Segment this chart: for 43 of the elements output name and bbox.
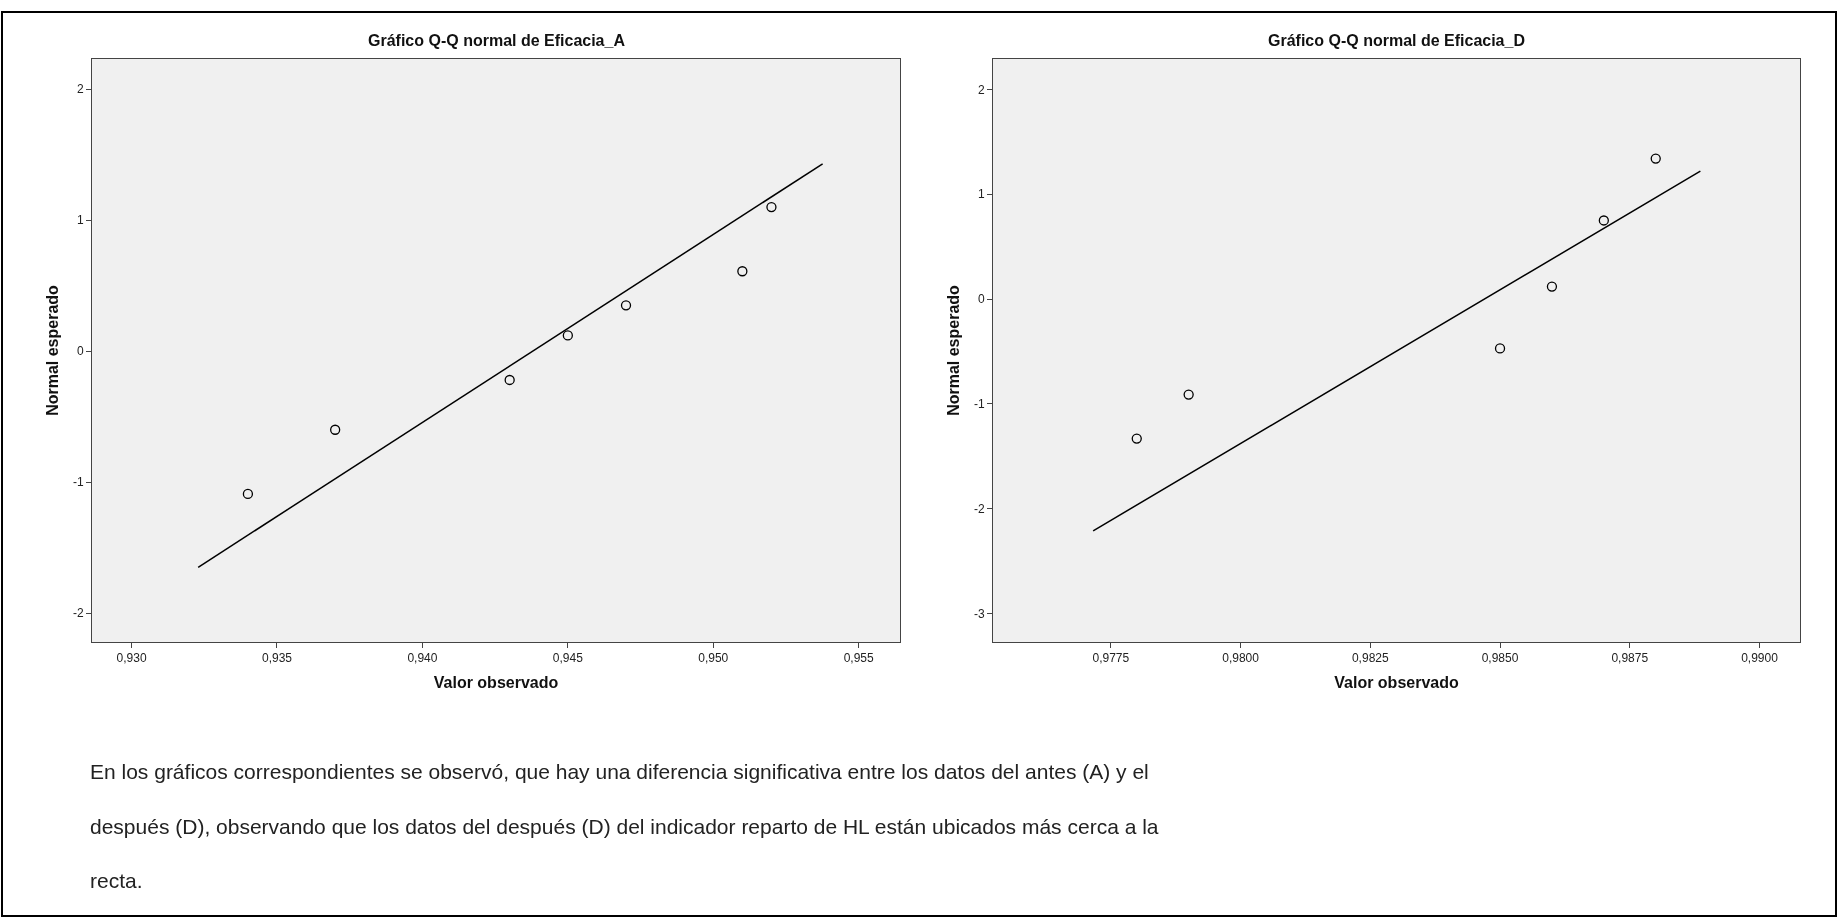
text: En los gráficos correspondientes se observó, que hay una diferencia significativa entre los datos del antes (A) y el después (D), observando que los datos del después (D) del indicador reparto de HL están ubicados más cerca a la recta. [90, 760, 1159, 893]
y-axis-title: Normal esperado [944, 284, 962, 416]
y-tick-label: 1 [977, 187, 985, 202]
x-tick-label: 0,935 [261, 651, 293, 666]
x-axis-title: Valor observado [433, 674, 559, 692]
point [504, 374, 515, 386]
point [1598, 215, 1609, 226]
x-tick-label: 0,9875 [1611, 651, 1649, 666]
y-tick-label: -3 [973, 606, 985, 621]
chart-title: Gráfico Q-Q normal de Eficacia_A [368, 32, 626, 49]
x-tick-label: 0,9850 [1481, 651, 1519, 666]
y-tick-label: 0 [76, 344, 84, 359]
y-tick-label: 2 [76, 82, 84, 97]
point [1131, 433, 1142, 444]
y-tick-label: -1 [973, 397, 985, 412]
x-tick-label: 0,945 [552, 651, 584, 666]
point [330, 424, 341, 435]
y-tick-label: 0 [977, 292, 985, 307]
y-tick-label: -2 [72, 606, 84, 621]
x-tick-label: 0,9825 [1351, 651, 1389, 666]
y-tick-label: 2 [977, 82, 985, 97]
point [1650, 153, 1661, 164]
y-tick-label: 1 [76, 213, 84, 228]
x-tick-label: 0,940 [407, 651, 438, 666]
x-tick-label: 0,9800 [1222, 651, 1260, 666]
x-tick-label: 0,930 [116, 651, 147, 666]
chart-title: Gráfico Q-Q normal de Eficacia_D [1268, 32, 1525, 49]
x-axis-title: Valor observado [1334, 674, 1459, 692]
x-tick-label: 0,9900 [1741, 651, 1779, 666]
x-tick-label: 0,955 [843, 651, 875, 666]
point [1494, 343, 1506, 354]
point [737, 266, 748, 277]
point [1183, 389, 1194, 400]
y-tick-label: -2 [973, 502, 985, 517]
point [766, 201, 777, 213]
y-tick-label: -1 [72, 475, 84, 490]
point [1546, 281, 1558, 292]
x-tick-label: 0,950 [698, 651, 729, 666]
y-axis-title: Normal esperado [43, 284, 61, 416]
point [620, 300, 632, 311]
point [562, 330, 573, 341]
point [242, 488, 254, 500]
x-tick-label: 0,9775 [1092, 651, 1130, 666]
